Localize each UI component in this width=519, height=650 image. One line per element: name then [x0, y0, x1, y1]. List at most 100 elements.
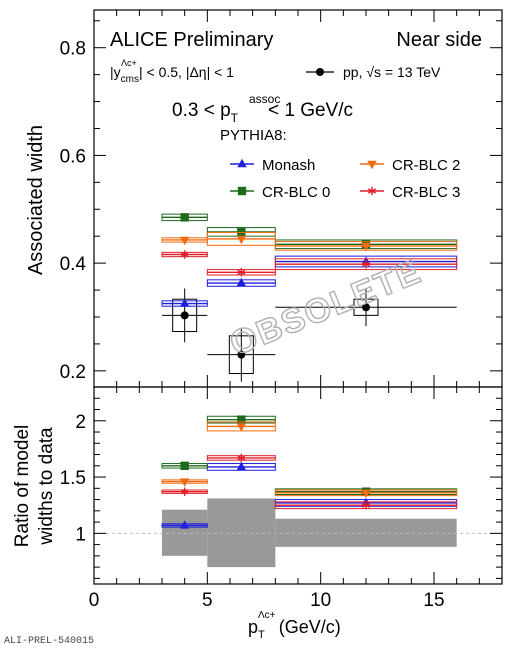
watermark-obsolete: OBSOLETE [225, 252, 427, 363]
monash-marker [179, 520, 190, 529]
legend-data-label: pp, √s = 13 TeV [343, 64, 441, 80]
bottom-ylabel-line1: Ratio of model [12, 425, 33, 548]
assoc-range-left: 0.3 < p [172, 100, 231, 121]
xtick-label: 15 [423, 590, 444, 611]
bottom-blc2-point [274, 489, 458, 499]
reference-id: ALI-PREL-540015 [4, 636, 94, 647]
blc2-marker [236, 235, 247, 245]
top-monash-point [161, 298, 208, 307]
data-marker [180, 311, 189, 320]
data-uncertainty-band [162, 498, 457, 568]
blc3-marker [362, 501, 370, 510]
top-data-point [207, 327, 276, 382]
monash-marker [179, 298, 190, 307]
cuts-label-rest: | < 0.5, |Δη| < 1 [139, 64, 234, 80]
top-data-point [162, 288, 208, 343]
blc3-marker [180, 487, 189, 496]
xtick-label: 10 [310, 590, 331, 611]
blc2-marker [361, 242, 371, 252]
xlabel-main: p [248, 617, 258, 637]
blc2-marker [361, 489, 371, 499]
top-blc3-point [161, 250, 208, 259]
bottom-monash-point [161, 520, 208, 529]
monash-marker [236, 461, 247, 471]
xtick-label: 5 [202, 590, 213, 611]
bottom-blc3-point [274, 501, 458, 510]
legend-monash-label: Monash [262, 157, 315, 174]
cuts-label-sub: cms [121, 74, 139, 85]
bottom-blc3-point [206, 453, 276, 463]
bottom-blc0-point [206, 415, 276, 424]
blc3-marker [180, 250, 189, 259]
legend-item-blc0: CR-BLC 0 [230, 184, 330, 201]
cuts-label: |ycms| < 0.5, |Δη| < 1 [110, 64, 234, 85]
top-blc0-point [206, 227, 276, 237]
bottom-blc2-point [161, 478, 208, 487]
top-ytick-label: 0.6 [60, 146, 86, 167]
blc0-marker [237, 227, 246, 237]
legend-item-blc3: CR-BLC 3 [360, 184, 460, 201]
bottom-ytick-label: 1.5 [60, 468, 86, 489]
region-label: Near side [396, 29, 482, 51]
cuts-label-sup: Λc+ [121, 58, 137, 68]
blc3-marker [237, 453, 246, 463]
legend-blc3-marker [368, 186, 376, 196]
assoc-range-label: 0.3 < pT < 1 GeV/c [172, 100, 353, 125]
collaboration-label: ALICE Preliminary [110, 29, 273, 51]
xlabel-unit: (GeV/c) [279, 617, 341, 637]
bottom-blc0-point [161, 461, 208, 470]
top-monash-point [206, 277, 276, 287]
data-marker [237, 350, 246, 359]
blc2-marker [179, 478, 190, 487]
bottom-ytick-label: 1 [75, 524, 86, 545]
legend-monash-marker [237, 158, 247, 168]
xlabel: pT (GeV/c) [248, 617, 341, 641]
blc2-marker [236, 423, 247, 432]
blc3-marker [362, 260, 370, 269]
top-ytick-label: 0.8 [60, 39, 86, 60]
generator-label: PYTHIA8: [220, 127, 287, 144]
bottom-ylabel-line2: widths to data [36, 427, 57, 546]
xlabel-sup: Λc+ [258, 610, 276, 621]
legend-blc2-marker [367, 160, 377, 170]
top-blc3-point [274, 258, 458, 271]
bottom-blc2-point [206, 421, 276, 432]
band-segment [162, 509, 208, 556]
blc0-marker [237, 415, 246, 424]
legend: Monash CR-BLC 2 CR-BLC 0 CR-BLC 3 [230, 157, 460, 201]
blc0-marker [180, 213, 189, 222]
assoc-range-sup: assoc [249, 92, 280, 106]
legend-blc0-label: CR-BLC 0 [262, 184, 330, 201]
data-marker [362, 303, 370, 312]
bottom-monash-point [206, 461, 276, 471]
top-blc2-point [206, 231, 276, 246]
assoc-range-right: < 1 GeV/c [268, 100, 353, 121]
top-blc3-point [206, 268, 276, 277]
legend-data: pp, √s = 13 TeV [306, 64, 441, 80]
cuts-label-main: |y [110, 64, 121, 80]
data-marks [161, 213, 458, 529]
legend-item-monash: Monash [230, 157, 315, 174]
top-ytick-label: 0.4 [60, 254, 87, 275]
top-ylabel: Associated width [25, 125, 47, 275]
bottom-panel-frame [93, 386, 503, 585]
legend-item-blc2: CR-BLC 2 [360, 157, 460, 174]
blc2-marker [179, 236, 190, 246]
bottom-ytick-label: 2 [75, 412, 86, 433]
top-blc2-point [274, 241, 458, 252]
top-blc0-point [161, 213, 208, 222]
blc0-marker [180, 461, 189, 470]
band-segment [207, 498, 276, 568]
blc3-marker [237, 268, 246, 277]
band-segment [275, 518, 457, 547]
xlabel-sub: T [258, 629, 265, 641]
top-blc2-point [161, 236, 208, 246]
legend-blc2-label: CR-BLC 2 [392, 157, 460, 174]
legend-blc0-marker [237, 186, 247, 196]
xtick-label: 0 [89, 590, 100, 611]
bottom-blc3-point [161, 487, 208, 496]
axis-ticks: 0.2 0.4 0.6 0.8 1 1.5 2 0 5 10 15 [60, 10, 503, 611]
top-data-point [275, 288, 457, 327]
legend-blc3-label: CR-BLC 3 [392, 184, 460, 201]
